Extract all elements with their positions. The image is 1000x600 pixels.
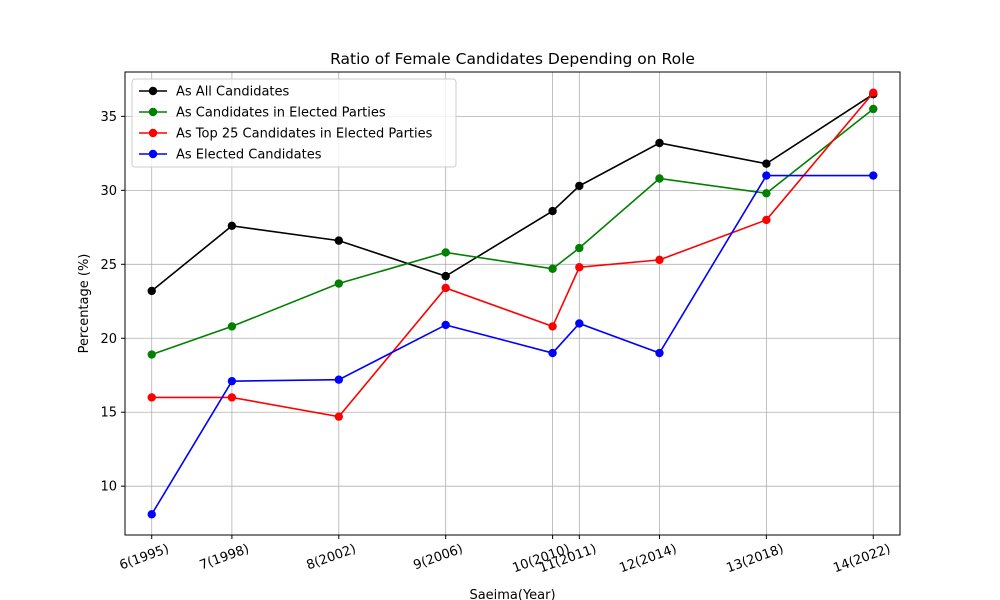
data-point (762, 189, 771, 198)
data-point (762, 171, 771, 180)
data-point (762, 215, 771, 225)
x-tick-label: 7(1998) (198, 542, 252, 574)
data-point (575, 263, 584, 272)
data-point (869, 88, 878, 97)
data-point (575, 181, 584, 191)
series-line (151, 174, 874, 515)
legend-label: As Top 25 Candidates in Elected Parties (176, 127, 433, 142)
legend-label: As Elected Candidates (176, 148, 322, 163)
chart-title: Ratio of Female Candidates Depending on … (330, 50, 695, 68)
data-point (869, 104, 878, 114)
x-axis-ticks: 6(1995) 7(1998) 8(2002) 9(2006) 10(2010)11(2… (118, 535, 893, 576)
data-point (655, 348, 664, 358)
y-tick-label: 25 (100, 258, 117, 273)
y-axis-ticks: 10 15 20 25 30 35 (100, 110, 125, 495)
data-point (334, 236, 343, 245)
x-tick-label: 14(2022) (831, 542, 892, 577)
data-point (334, 375, 343, 384)
legend-box (131, 78, 457, 168)
y-tick-label: 10 (100, 480, 117, 495)
data-point (227, 393, 237, 402)
y-tick-label: 30 (100, 184, 117, 199)
legend-item: As All Candidates (139, 85, 290, 100)
data-point (147, 350, 156, 359)
legend-marker (148, 149, 158, 159)
data-point (548, 322, 557, 331)
data-point (441, 283, 450, 293)
data-point (227, 322, 237, 331)
data-point (441, 320, 450, 330)
data-point (575, 319, 584, 328)
x-tick-label: 6(1995) (118, 542, 172, 574)
series-2 (147, 104, 878, 359)
data-point (441, 271, 450, 281)
data-point (147, 510, 156, 519)
y-tick-label: 20 (100, 332, 117, 347)
data-point (334, 279, 343, 288)
data-point (548, 264, 557, 273)
legend-label: As Candidates in Elected Parties (176, 106, 386, 121)
data-point (147, 393, 156, 402)
legend: As All Candidates As Candidates in Electe… (131, 78, 457, 168)
y-tick-label: 35 (100, 110, 117, 125)
series-layer (147, 88, 878, 519)
legend-marker (148, 128, 158, 138)
data-point (147, 286, 156, 296)
legend-item: As Elected Candidates (139, 148, 322, 163)
x-axis-title: Saeima(Year) (469, 588, 555, 600)
x-tick-label: 12(2014) (618, 542, 679, 577)
x-tick-label: 8(2002) (305, 542, 359, 574)
legend-item: As Top 25 Candidates in Elected Parties (139, 127, 433, 142)
legend-item: As Candidates in Elected Parties (139, 106, 386, 121)
legend-label: As All Candidates (176, 85, 290, 100)
data-point (548, 206, 557, 216)
legend-marker (148, 107, 158, 117)
data-point (655, 255, 664, 265)
data-point (548, 348, 557, 358)
y-tick-label: 15 (100, 406, 117, 421)
data-point (869, 171, 878, 180)
y-axis-title: Percentage (%) (77, 254, 92, 354)
data-point (441, 248, 450, 257)
data-point (227, 221, 237, 231)
data-point (655, 174, 664, 183)
data-point (227, 376, 237, 386)
data-point (575, 243, 584, 253)
x-tick-label: 13(2018) (724, 542, 785, 577)
data-point (762, 159, 771, 168)
x-tick-label: 9(2006) (412, 542, 466, 574)
legend-marker (148, 86, 158, 96)
plot-frame (124, 71, 901, 536)
data-point (334, 412, 343, 421)
data-point (655, 138, 664, 148)
series-4 (147, 171, 878, 519)
